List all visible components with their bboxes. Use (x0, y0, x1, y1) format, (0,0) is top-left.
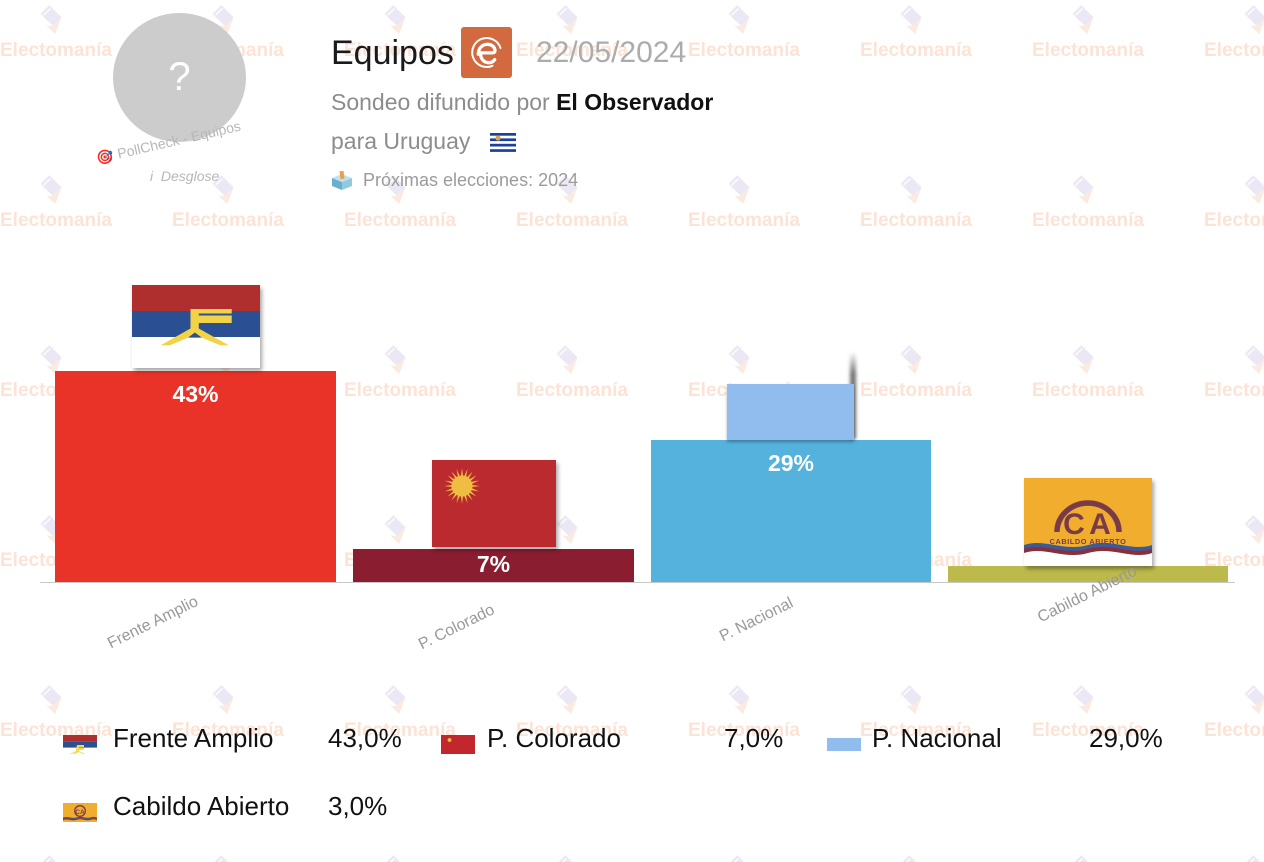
svg-text:CABILDO ABIERTO: CABILDO ABIERTO (1050, 537, 1127, 546)
svg-text:CA: CA (75, 809, 85, 816)
